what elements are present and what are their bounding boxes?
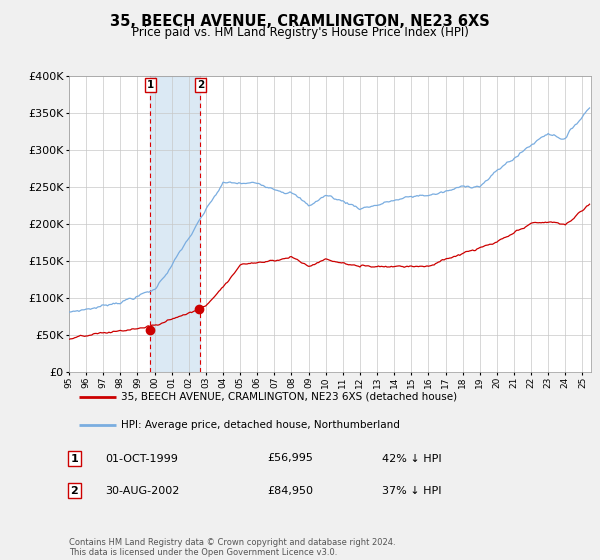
Text: £84,950: £84,950 bbox=[268, 486, 313, 496]
Text: 37% ↓ HPI: 37% ↓ HPI bbox=[382, 486, 442, 496]
Text: 35, BEECH AVENUE, CRAMLINGTON, NE23 6XS (detached house): 35, BEECH AVENUE, CRAMLINGTON, NE23 6XS … bbox=[121, 391, 457, 402]
Text: 2: 2 bbox=[70, 486, 78, 496]
Text: 30-AUG-2002: 30-AUG-2002 bbox=[106, 486, 180, 496]
Text: 35, BEECH AVENUE, CRAMLINGTON, NE23 6XS: 35, BEECH AVENUE, CRAMLINGTON, NE23 6XS bbox=[110, 14, 490, 29]
Text: Price paid vs. HM Land Registry's House Price Index (HPI): Price paid vs. HM Land Registry's House … bbox=[131, 26, 469, 39]
Text: 1: 1 bbox=[146, 80, 154, 90]
Text: Contains HM Land Registry data © Crown copyright and database right 2024.
This d: Contains HM Land Registry data © Crown c… bbox=[69, 538, 395, 557]
Text: HPI: Average price, detached house, Northumberland: HPI: Average price, detached house, Nort… bbox=[121, 420, 400, 430]
Bar bbox=[150, 76, 200, 372]
Text: 42% ↓ HPI: 42% ↓ HPI bbox=[382, 454, 442, 464]
Text: £56,995: £56,995 bbox=[268, 454, 313, 464]
Text: 2: 2 bbox=[197, 80, 204, 90]
Text: 1: 1 bbox=[70, 454, 78, 464]
Text: 01-OCT-1999: 01-OCT-1999 bbox=[106, 454, 178, 464]
